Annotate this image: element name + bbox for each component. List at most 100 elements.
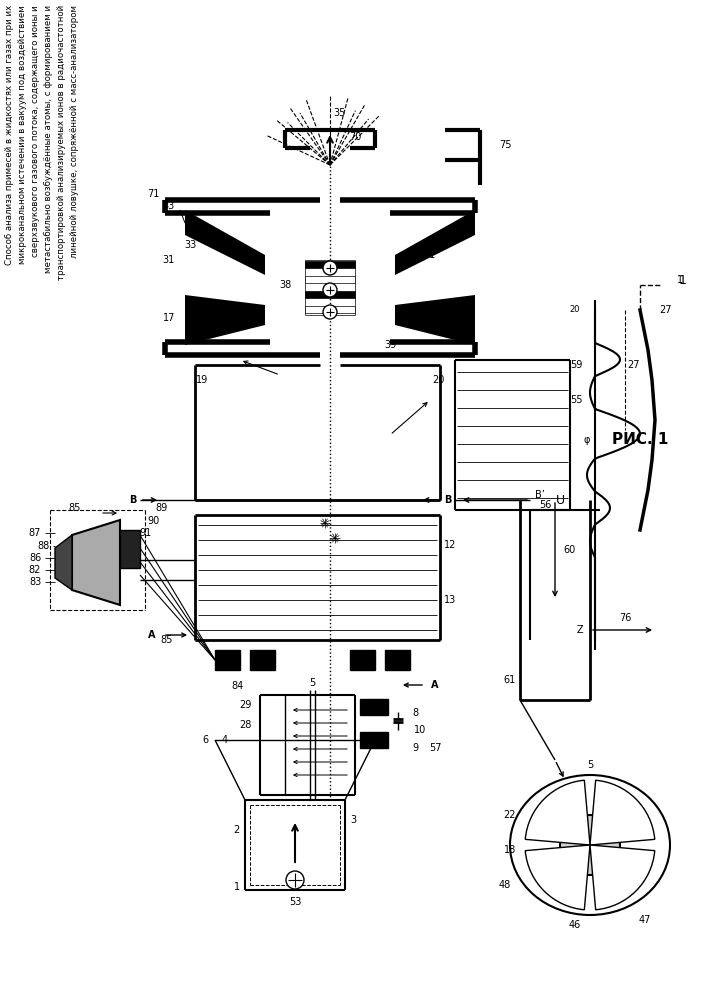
Text: Способ анализа примесей в жидкостях или газах при их: Способ анализа примесей в жидкостях или … xyxy=(5,5,14,265)
Text: РИС. 1: РИС. 1 xyxy=(612,432,668,448)
Text: 61: 61 xyxy=(504,675,516,685)
Text: 27: 27 xyxy=(626,360,639,370)
Text: 20: 20 xyxy=(433,375,445,385)
Bar xyxy=(305,291,355,298)
Circle shape xyxy=(286,871,304,889)
Text: 27: 27 xyxy=(659,305,671,315)
Text: 60: 60 xyxy=(564,545,576,555)
Text: 22: 22 xyxy=(504,810,516,820)
Text: 86: 86 xyxy=(29,553,41,563)
Text: 31: 31 xyxy=(163,255,175,265)
Text: 46: 46 xyxy=(569,920,581,930)
Text: транспортировкой анализируемых ионов в радиочастотной: транспортировкой анализируемых ионов в р… xyxy=(57,5,66,280)
Text: сверхзвукового газового потока, содержащего ионы и: сверхзвукового газового потока, содержащ… xyxy=(31,5,40,257)
Text: 59: 59 xyxy=(571,360,583,370)
Text: линейной ловушке, сопряжённой с масс-анализатором: линейной ловушке, сопряжённой с масс-ана… xyxy=(70,5,79,258)
Polygon shape xyxy=(185,295,265,345)
Text: 56: 56 xyxy=(539,500,551,510)
Wedge shape xyxy=(590,845,655,910)
Text: 4: 4 xyxy=(222,735,228,745)
Text: 29: 29 xyxy=(240,700,252,710)
Text: 85: 85 xyxy=(69,503,81,513)
Text: U: U xyxy=(556,493,565,506)
Wedge shape xyxy=(590,780,655,845)
Ellipse shape xyxy=(510,775,670,915)
Text: 89: 89 xyxy=(156,503,168,513)
Text: 47: 47 xyxy=(639,915,651,925)
Text: 91: 91 xyxy=(140,528,152,538)
Polygon shape xyxy=(395,295,475,345)
Text: 87: 87 xyxy=(29,528,41,538)
Bar xyxy=(120,530,140,568)
Text: 8: 8 xyxy=(412,708,418,718)
Bar xyxy=(385,650,410,670)
Text: микроканальном истечении в вакуум под воздействием: микроканальном истечении в вакуум под во… xyxy=(18,5,27,264)
Text: 10: 10 xyxy=(414,725,426,735)
Bar xyxy=(250,650,275,670)
Text: 38: 38 xyxy=(279,280,291,290)
Text: 76: 76 xyxy=(619,613,631,623)
Circle shape xyxy=(560,815,620,875)
Text: 84: 84 xyxy=(231,681,243,691)
Circle shape xyxy=(323,305,337,319)
Text: 33: 33 xyxy=(163,201,175,211)
Bar xyxy=(350,650,375,670)
Text: 82: 82 xyxy=(29,565,41,575)
Bar xyxy=(215,650,240,670)
Text: 2: 2 xyxy=(234,825,240,835)
Polygon shape xyxy=(185,210,265,275)
Circle shape xyxy=(323,261,337,275)
Bar xyxy=(360,699,388,715)
Text: 85: 85 xyxy=(160,635,173,645)
Text: метастабильно возбуждённые атомы, с формированием и: метастабильно возбуждённые атомы, с форм… xyxy=(44,5,53,273)
Text: 71: 71 xyxy=(148,189,160,199)
Text: A: A xyxy=(148,630,156,640)
Text: 3: 3 xyxy=(350,815,356,825)
Text: A: A xyxy=(431,680,439,690)
Text: 57: 57 xyxy=(428,743,441,753)
Text: -: - xyxy=(622,873,629,887)
Text: 5: 5 xyxy=(587,760,593,770)
Text: 90: 90 xyxy=(147,516,159,526)
Text: +: + xyxy=(549,873,561,887)
Text: 48: 48 xyxy=(499,880,511,890)
Text: 88: 88 xyxy=(37,541,49,551)
Text: 28: 28 xyxy=(240,720,252,730)
Wedge shape xyxy=(525,845,590,910)
Text: -: - xyxy=(551,803,558,817)
Text: 1: 1 xyxy=(234,882,240,892)
Text: 19: 19 xyxy=(196,375,208,385)
Bar xyxy=(305,261,355,268)
Text: 53: 53 xyxy=(289,897,301,907)
Wedge shape xyxy=(525,780,590,845)
Text: 13: 13 xyxy=(444,595,456,605)
Bar xyxy=(305,306,355,313)
Text: 35: 35 xyxy=(334,108,346,118)
Text: 12: 12 xyxy=(444,540,456,550)
Text: B’: B’ xyxy=(535,490,545,500)
Text: 1: 1 xyxy=(677,275,683,285)
Bar xyxy=(305,276,355,283)
Text: 33: 33 xyxy=(184,240,196,250)
Text: 20: 20 xyxy=(570,306,580,314)
Text: φ: φ xyxy=(584,435,590,445)
Bar xyxy=(360,732,388,748)
Text: 83: 83 xyxy=(29,577,41,587)
Circle shape xyxy=(323,283,337,297)
Polygon shape xyxy=(395,210,475,275)
Text: 5: 5 xyxy=(309,678,315,688)
Text: 17: 17 xyxy=(163,313,175,323)
Text: 55: 55 xyxy=(571,395,583,405)
Text: 70: 70 xyxy=(349,132,361,142)
Text: B: B xyxy=(444,495,452,505)
Polygon shape xyxy=(55,535,72,590)
Text: 39: 39 xyxy=(384,340,396,350)
Text: +: + xyxy=(619,803,631,817)
Text: 17: 17 xyxy=(184,310,196,320)
Polygon shape xyxy=(72,520,120,605)
Text: B: B xyxy=(129,495,136,505)
Text: 81: 81 xyxy=(424,250,436,260)
Text: 75: 75 xyxy=(498,140,511,150)
Text: 9: 9 xyxy=(412,743,418,753)
Text: 18: 18 xyxy=(504,845,516,855)
